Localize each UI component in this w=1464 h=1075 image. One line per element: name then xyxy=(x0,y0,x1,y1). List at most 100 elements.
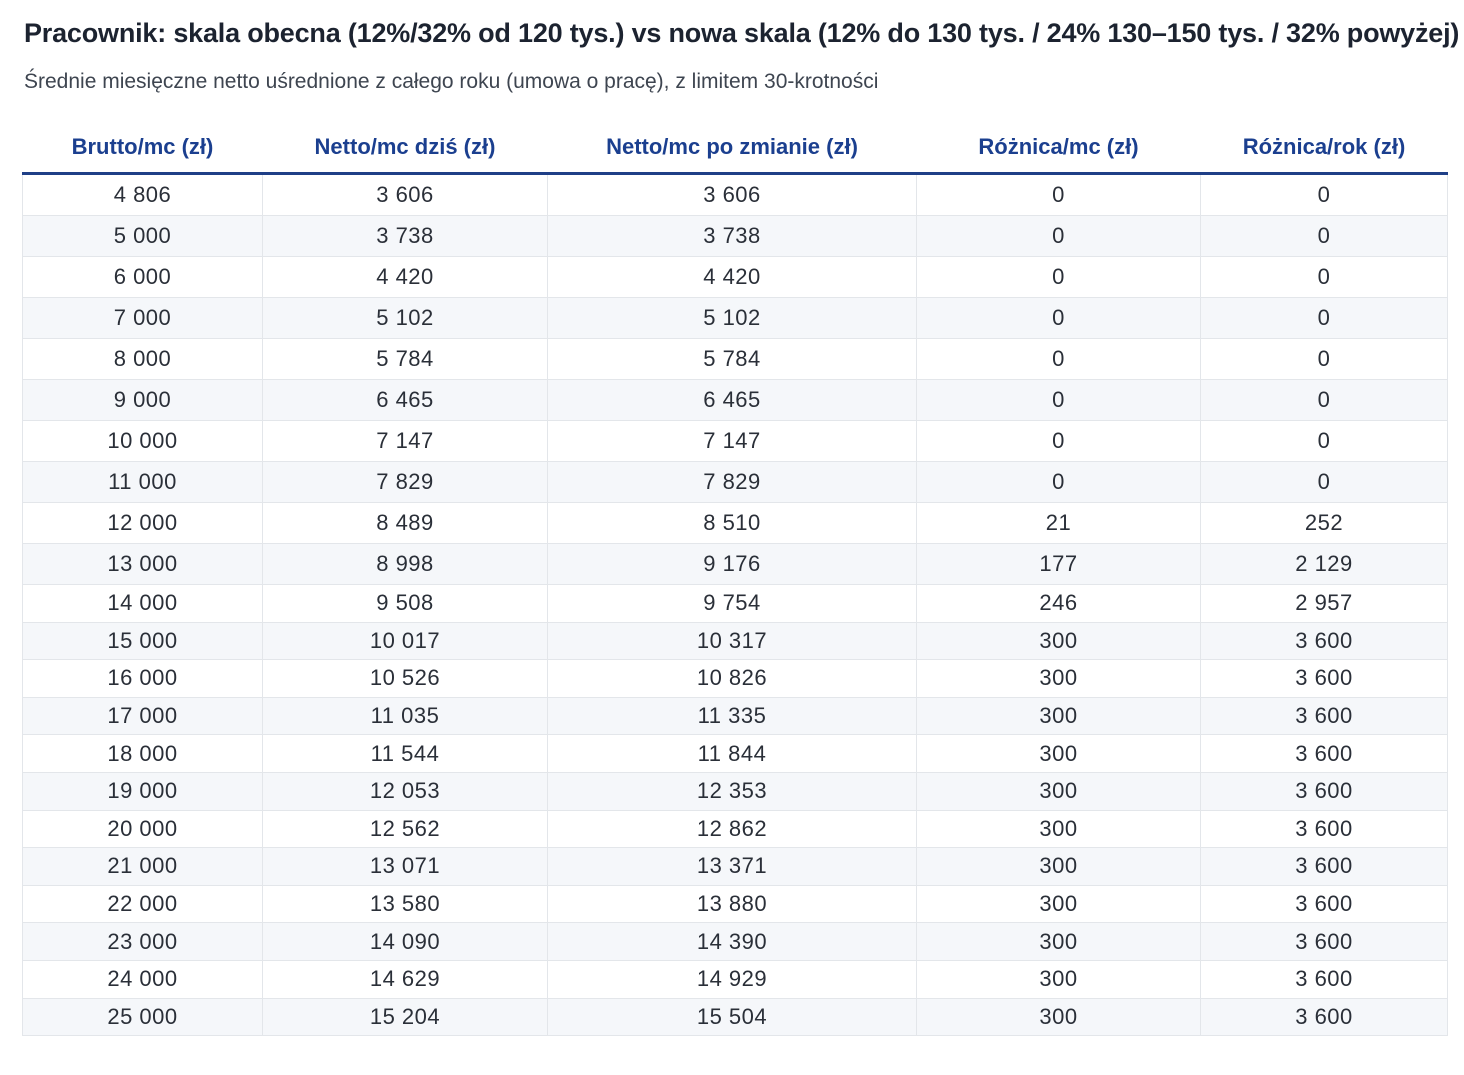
cell-netto-after: 11 335 xyxy=(547,696,917,736)
cell-netto-today: 9 508 xyxy=(262,584,548,623)
cell-diff-year: 0 xyxy=(1200,256,1448,298)
cell-netto-after: 6 465 xyxy=(547,379,917,421)
column-header-brutto: Brutto/mc (zł) xyxy=(22,122,263,175)
cell-diff-month: 0 xyxy=(916,420,1201,462)
cell-diff-month: 0 xyxy=(916,256,1201,298)
cell-netto-after: 3 606 xyxy=(547,173,917,216)
cell-brutto: 24 000 xyxy=(22,959,263,999)
cell-brutto: 8 000 xyxy=(22,338,263,380)
cell-netto-after: 9 176 xyxy=(547,543,917,585)
cell-netto-today: 13 071 xyxy=(262,847,548,886)
column-header-diff-year: Różnica/rok (zł) xyxy=(1200,122,1448,175)
cell-diff-month: 300 xyxy=(916,659,1201,698)
cell-brutto: 18 000 xyxy=(22,734,263,773)
cell-diff-year: 3 600 xyxy=(1200,884,1448,924)
cell-brutto: 11 000 xyxy=(22,461,263,503)
cell-netto-today: 3 606 xyxy=(262,173,548,216)
cell-diff-month: 0 xyxy=(916,461,1201,503)
cell-netto-today: 12 562 xyxy=(262,809,548,849)
cell-brutto: 15 000 xyxy=(22,621,263,661)
cell-netto-today: 12 053 xyxy=(262,771,548,811)
cell-diff-month: 300 xyxy=(916,696,1201,736)
cell-netto-after: 3 738 xyxy=(547,215,917,257)
cell-diff-month: 300 xyxy=(916,922,1201,961)
cell-netto-after: 10 826 xyxy=(547,659,917,698)
cell-diff-year: 3 600 xyxy=(1200,659,1448,698)
page-title: Pracownik: skala obecna (12%/32% od 120 … xyxy=(24,18,1460,48)
cell-diff-year: 252 xyxy=(1200,502,1448,544)
cell-diff-year: 0 xyxy=(1200,215,1448,257)
cell-netto-today: 11 544 xyxy=(262,734,548,773)
table-row: 5 000 3 738 3 738 0 0 xyxy=(22,215,1448,257)
salary-comparison-table: Brutto/mc (zł) Netto/mc dziś (zł) Netto/… xyxy=(22,122,1448,1037)
cell-diff-year: 3 600 xyxy=(1200,847,1448,886)
cell-diff-month: 0 xyxy=(916,379,1201,421)
table-row: 15 000 10 017 10 317 300 3 600 xyxy=(22,621,1448,661)
cell-brutto: 10 000 xyxy=(22,420,263,462)
table-row: 18 000 11 544 11 844 300 3 600 xyxy=(22,734,1448,773)
table-row: 20 000 12 562 12 862 300 3 600 xyxy=(22,809,1448,849)
table-row: 13 000 8 998 9 176 177 2 129 xyxy=(22,543,1448,585)
cell-diff-month: 300 xyxy=(916,884,1201,924)
cell-diff-year: 0 xyxy=(1200,420,1448,462)
cell-netto-after: 13 371 xyxy=(547,847,917,886)
cell-brutto: 9 000 xyxy=(22,379,263,421)
table-row: 6 000 4 420 4 420 0 0 xyxy=(22,256,1448,298)
table-header: Brutto/mc (zł) Netto/mc dziś (zł) Netto/… xyxy=(22,122,1448,175)
cell-diff-year: 3 600 xyxy=(1200,696,1448,736)
table-row: 23 000 14 090 14 390 300 3 600 xyxy=(22,922,1448,961)
cell-netto-today: 13 580 xyxy=(262,884,548,924)
cell-netto-after: 11 844 xyxy=(547,734,917,773)
cell-diff-year: 0 xyxy=(1200,379,1448,421)
cell-brutto: 19 000 xyxy=(22,771,263,811)
table-row: 10 000 7 147 7 147 0 0 xyxy=(22,420,1448,462)
cell-netto-today: 11 035 xyxy=(262,696,548,736)
cell-netto-after: 7 829 xyxy=(547,461,917,503)
table-row: 4 806 3 606 3 606 0 0 xyxy=(22,173,1448,216)
cell-netto-after: 13 880 xyxy=(547,884,917,924)
cell-brutto: 12 000 xyxy=(22,502,263,544)
cell-brutto: 25 000 xyxy=(22,997,263,1037)
cell-diff-year: 3 600 xyxy=(1200,997,1448,1037)
cell-brutto: 4 806 xyxy=(22,173,263,216)
cell-brutto: 7 000 xyxy=(22,297,263,339)
cell-netto-today: 15 204 xyxy=(262,997,548,1037)
cell-diff-year: 3 600 xyxy=(1200,959,1448,999)
cell-diff-month: 300 xyxy=(916,734,1201,773)
column-header-diff-month: Różnica/mc (zł) xyxy=(916,122,1201,175)
cell-diff-month: 300 xyxy=(916,959,1201,999)
cell-netto-today: 14 090 xyxy=(262,922,548,961)
cell-netto-after: 12 353 xyxy=(547,771,917,811)
cell-diff-year: 2 957 xyxy=(1200,584,1448,623)
cell-diff-month: 177 xyxy=(916,543,1201,585)
cell-diff-year: 3 600 xyxy=(1200,734,1448,773)
cell-brutto: 14 000 xyxy=(22,584,263,623)
cell-diff-year: 2 129 xyxy=(1200,543,1448,585)
cell-diff-month: 300 xyxy=(916,997,1201,1037)
table-row: 7 000 5 102 5 102 0 0 xyxy=(22,297,1448,339)
table-row: 8 000 5 784 5 784 0 0 xyxy=(22,338,1448,380)
table-body: 4 806 3 606 3 606 0 0 5 000 3 738 3 738 0 0 6 000 4… xyxy=(22,173,1448,1037)
table-row: 25 000 15 204 15 504 300 3 600 xyxy=(22,997,1448,1037)
cell-netto-today: 3 738 xyxy=(262,215,548,257)
cell-netto-today: 10 526 xyxy=(262,659,548,698)
cell-brutto: 22 000 xyxy=(22,884,263,924)
cell-diff-month: 246 xyxy=(916,584,1201,623)
cell-diff-year: 3 600 xyxy=(1200,922,1448,961)
cell-netto-today: 10 017 xyxy=(262,621,548,661)
cell-netto-today: 8 998 xyxy=(262,543,548,585)
cell-netto-today: 6 465 xyxy=(262,379,548,421)
cell-brutto: 13 000 xyxy=(22,543,263,585)
cell-diff-month: 300 xyxy=(916,809,1201,849)
table-row: 17 000 11 035 11 335 300 3 600 xyxy=(22,696,1448,736)
cell-netto-after: 5 784 xyxy=(547,338,917,380)
table-row: 16 000 10 526 10 826 300 3 600 xyxy=(22,659,1448,698)
column-header-netto-today: Netto/mc dziś (zł) xyxy=(262,122,548,175)
cell-diff-year: 0 xyxy=(1200,461,1448,503)
cell-diff-month: 0 xyxy=(916,338,1201,380)
cell-diff-month: 0 xyxy=(916,173,1201,216)
cell-brutto: 5 000 xyxy=(22,215,263,257)
cell-diff-year: 0 xyxy=(1200,173,1448,216)
cell-diff-month: 300 xyxy=(916,621,1201,661)
